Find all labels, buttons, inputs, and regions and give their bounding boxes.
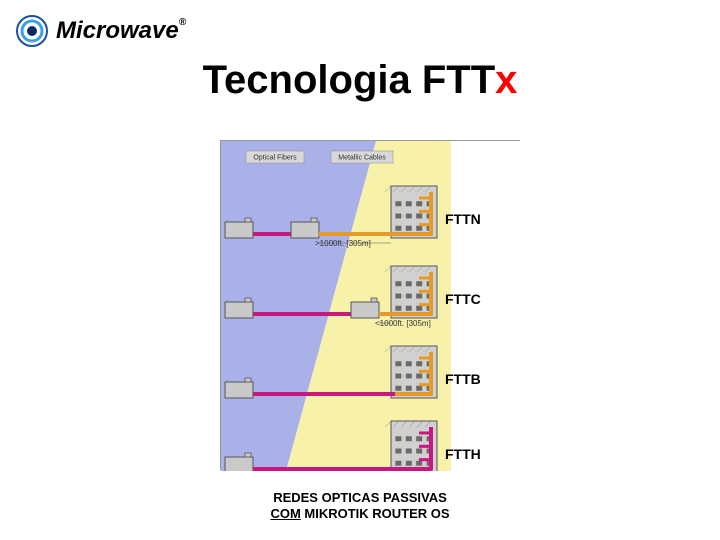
svg-text:FTTH: FTTH [445,446,481,462]
footer-line-2: COM MIKROTIK ROUTER OS [0,506,720,522]
svg-text:FTTN: FTTN [445,211,481,227]
svg-text:<1000ft. [305m]: <1000ft. [305m] [375,319,431,328]
title-suffix: x [495,58,517,102]
svg-text:FTTB: FTTB [445,371,481,387]
page-title: Tecnologia FTTx [0,58,720,103]
footer: REDES OPTICAS PASSIVAS COM MIKROTIK ROUT… [0,490,720,523]
brand-name: Microwave® [56,17,186,45]
footer-line-1: REDES OPTICAS PASSIVAS [0,490,720,506]
brand-logo: Microwave® [16,15,186,47]
logo-icon [16,15,48,47]
fttx-diagram: Optical Fibers Metallic Cables >1000ft. [3… [220,140,520,470]
svg-text:>1000ft. [305m]: >1000ft. [305m] [315,239,371,248]
svg-text:Optical Fibers: Optical Fibers [253,155,297,162]
svg-text:FTTC: FTTC [445,291,481,307]
svg-text:Metallic Cables: Metallic Cables [338,155,386,162]
